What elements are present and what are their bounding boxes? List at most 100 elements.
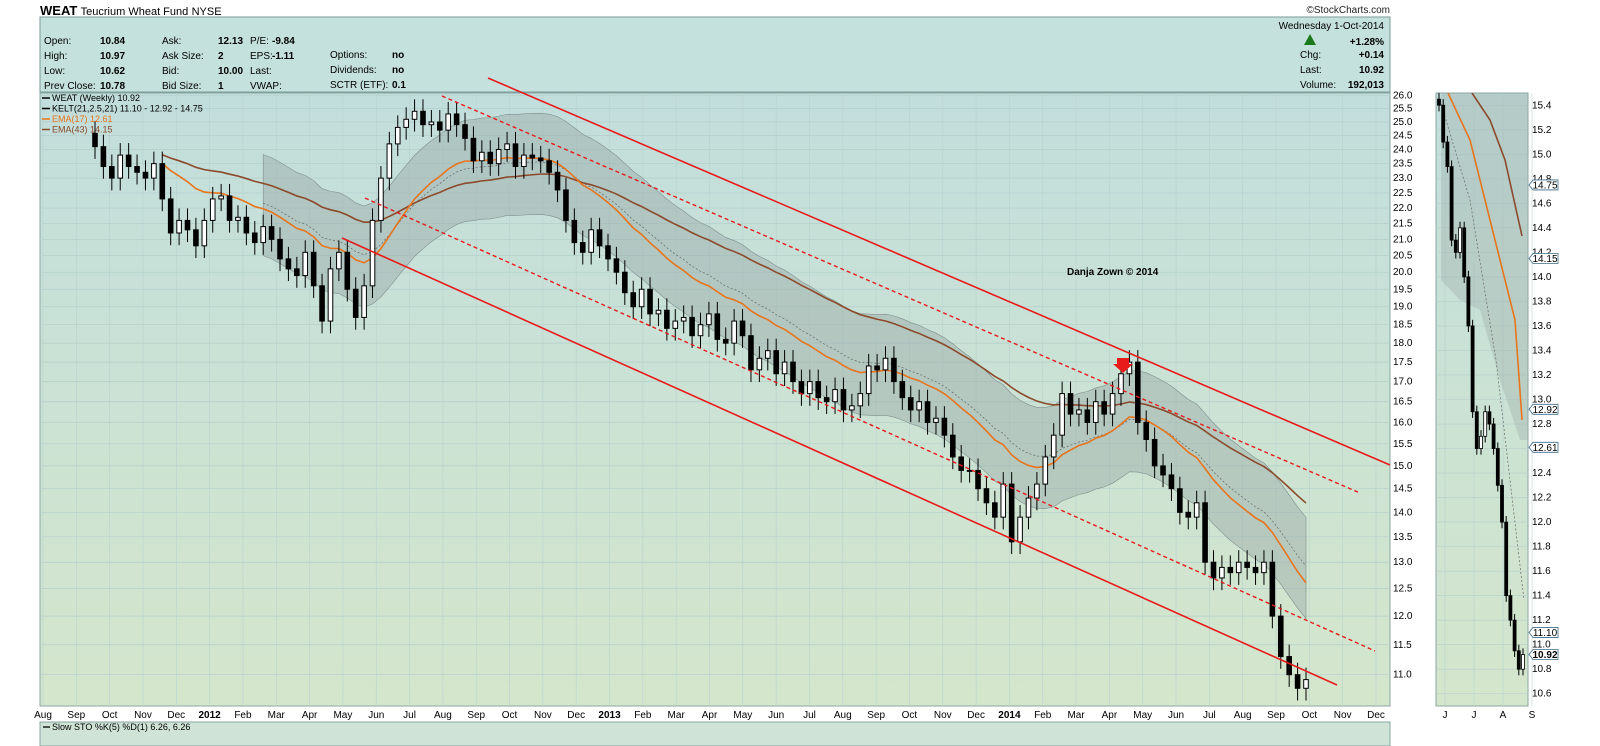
candle-body xyxy=(386,143,393,179)
candle-body xyxy=(1101,401,1107,415)
y-tick-label: 24.5 xyxy=(1393,131,1413,142)
ema17-line xyxy=(161,156,1307,584)
brand-logo[interactable]: ©StockCharts.com xyxy=(1306,5,1390,16)
candle-body xyxy=(924,401,931,423)
x-tick-label: 2014 xyxy=(998,710,1021,721)
x-tick-label: Nov xyxy=(534,710,552,721)
candle-body xyxy=(706,313,712,326)
x-tick-label: Jul xyxy=(803,710,816,721)
quote-right-value: 10.92 xyxy=(1359,65,1384,76)
daily-y-tick-label: 10.6 xyxy=(1532,689,1552,700)
quote-mid-value: 2 xyxy=(218,51,224,62)
candle-body xyxy=(1185,511,1192,518)
candle-body xyxy=(1244,561,1250,568)
x-tick-label: Oct xyxy=(1302,710,1318,721)
candle-body xyxy=(1277,615,1284,658)
candle-body xyxy=(1042,456,1049,485)
candle-body xyxy=(1294,674,1301,689)
price-marker xyxy=(1528,179,1559,191)
daily-candle-body xyxy=(1453,239,1458,253)
daily-y-tick-label: 12.8 xyxy=(1532,419,1552,430)
legend-item: WEAT (Weekly) 10.92 xyxy=(52,93,140,103)
y-tick-label: 14.5 xyxy=(1393,484,1413,495)
daily-candle-body xyxy=(1466,276,1471,327)
daily-y-tick-label: 13.8 xyxy=(1532,296,1552,307)
quote-pe-label: EPS: xyxy=(250,51,273,62)
daily-y-tick-label: 11.8 xyxy=(1532,542,1551,553)
legend-item: EMA(43) 14.15 xyxy=(52,125,113,135)
x-tick-label: Jun xyxy=(1168,710,1184,721)
candle-body xyxy=(756,357,763,371)
legend-item: EMA(17) 12.61 xyxy=(52,114,113,124)
candle-body xyxy=(1000,483,1007,518)
x-tick-label: Apr xyxy=(702,710,718,721)
candle-body xyxy=(1118,373,1124,395)
daily-y-tick-label: 13.0 xyxy=(1532,395,1552,406)
y-tick-label: 20.5 xyxy=(1393,251,1413,262)
y-tick-label: 11.0 xyxy=(1393,670,1412,681)
daily-candle-body xyxy=(1512,619,1517,652)
candle-body xyxy=(764,350,771,359)
ticker-symbol: WEAT xyxy=(40,3,78,18)
x-tick-label: Aug xyxy=(34,710,52,721)
y-tick-label: 23.0 xyxy=(1393,173,1413,184)
quote-right-label: Chg: xyxy=(1300,50,1321,61)
y-tick-label: 12.5 xyxy=(1393,584,1413,595)
daily-x-tick-label: J xyxy=(1472,710,1477,721)
y-tick-label: 16.0 xyxy=(1393,417,1413,428)
candle-body xyxy=(1151,438,1158,467)
candle-body xyxy=(899,381,906,399)
candle-body xyxy=(1067,393,1074,415)
x-tick-label: Feb xyxy=(1034,710,1052,721)
candle-body xyxy=(159,163,166,200)
keltner-middle-line xyxy=(263,161,1307,567)
candle-body xyxy=(420,110,426,126)
quote-left-label: Open: xyxy=(44,36,71,47)
fund-name: Teucrium Wheat Fund xyxy=(80,6,189,18)
candle-body xyxy=(748,335,754,371)
candle-body xyxy=(1034,483,1040,499)
daily-y-tick-label: 15.2 xyxy=(1532,125,1552,136)
x-tick-label: Sep xyxy=(1267,710,1285,721)
candle-body xyxy=(739,320,746,337)
x-tick-label: 2013 xyxy=(598,710,621,721)
candle-body xyxy=(664,309,670,329)
daily-candle-body xyxy=(1504,521,1509,597)
candle-body xyxy=(1017,516,1023,543)
candle-body xyxy=(352,288,359,318)
candle-body xyxy=(1135,361,1141,423)
daily-candle-body xyxy=(1516,650,1521,670)
candle-body xyxy=(1143,421,1150,440)
quote-mid-label: Bid Size: xyxy=(162,81,201,92)
quote-left-value: 10.84 xyxy=(100,36,125,47)
daily-candle-body xyxy=(1441,104,1446,143)
candle-body xyxy=(1193,502,1200,518)
daily-candle-body xyxy=(1500,484,1504,523)
y-tick-label: 25.0 xyxy=(1393,117,1413,128)
y-tick-label: 25.5 xyxy=(1393,104,1413,115)
price-marker xyxy=(1528,649,1559,660)
quote-date: Wednesday 1-Oct-2014 xyxy=(1279,21,1385,32)
candle-body xyxy=(327,268,334,322)
daily-candle-body xyxy=(1508,595,1513,621)
candle-body xyxy=(689,316,695,337)
quote-left-value: 10.97 xyxy=(100,51,125,62)
x-tick-label: Aug xyxy=(434,710,452,721)
candle-body xyxy=(790,361,796,383)
candle-body xyxy=(319,285,325,322)
x-tick-label: Sep xyxy=(467,710,485,721)
candle-body xyxy=(411,110,418,120)
daily-candle-body xyxy=(1470,325,1475,413)
x-tick-label: Jul xyxy=(1203,710,1216,721)
quote-extra-value: 0.1 xyxy=(392,80,406,91)
price-marker-label: 11.10 xyxy=(1533,628,1558,639)
candle-body xyxy=(949,434,956,458)
candle-body xyxy=(798,381,805,395)
x-tick-label: Dec xyxy=(167,710,185,721)
candle-body xyxy=(1202,502,1208,563)
price-marker xyxy=(1528,627,1559,638)
daily-y-tick-label: 15.4 xyxy=(1532,100,1552,111)
candle-body xyxy=(571,219,578,244)
candle-body xyxy=(512,143,519,168)
